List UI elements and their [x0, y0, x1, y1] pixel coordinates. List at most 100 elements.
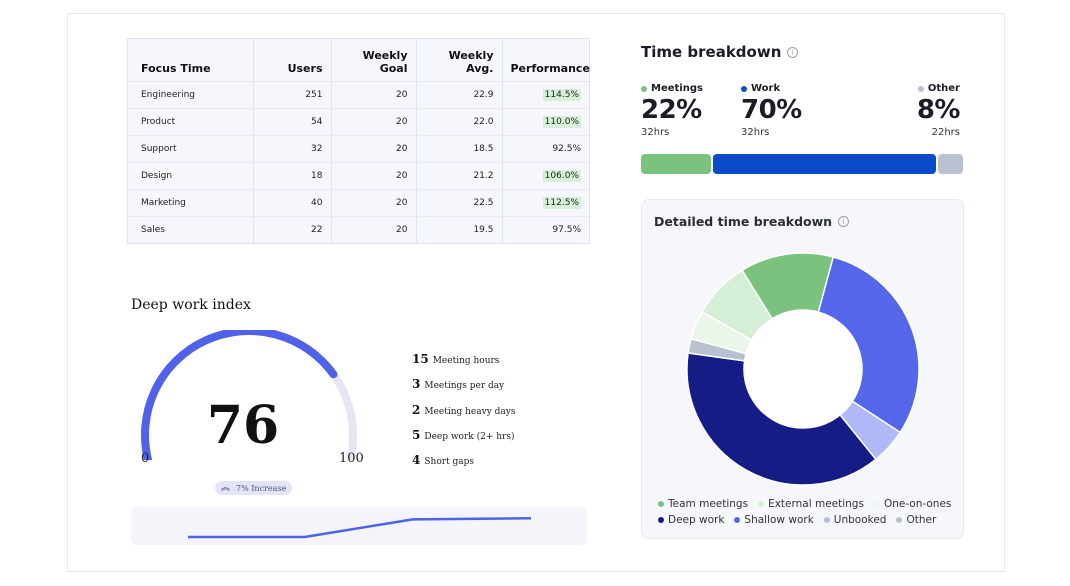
sparkline-line: [188, 517, 532, 539]
trend-sparkline-panel: [131, 507, 587, 545]
stat-value: 3: [412, 377, 421, 392]
legend-label: Shallow work: [744, 514, 814, 526]
detailed-breakdown-card: Detailed time breakdown i Team meetings E…: [641, 199, 964, 539]
legend-dot-icon: [658, 501, 664, 507]
column-header-users[interactable]: Users: [253, 39, 332, 82]
info-icon[interactable]: i: [838, 216, 850, 227]
team-cell: Engineering: [128, 81, 254, 109]
stat-label: Meeting heavy days: [424, 406, 516, 417]
breakdown-bar-other[interactable]: [937, 154, 963, 174]
column-header-performance[interactable]: Performance: [502, 39, 590, 82]
legend-item[interactable]: Deep work: [658, 514, 724, 526]
performance-cell: 97.5%: [552, 224, 581, 235]
column-header-weekly-goal[interactable]: Weekly Goal: [331, 39, 417, 82]
weekly-goal-cell: 20: [331, 216, 417, 243]
users-cell: 18: [253, 162, 332, 190]
breakdown-bar-meetings[interactable]: [641, 154, 711, 174]
stat-item: 4 Short gaps: [412, 453, 516, 478]
legend-label: Unbooked: [833, 514, 887, 526]
deep-work-score: 76: [206, 395, 280, 456]
table-row[interactable]: Support 32 20 18.5 92.5%: [128, 135, 589, 163]
weekly-avg-cell: 22.5: [416, 189, 503, 217]
table-row[interactable]: Marketing 40 20 22.5 112.5%: [128, 189, 589, 217]
deep-work-stats: 15 Meeting hours 3 Meetings per day 2 Meeti…: [412, 352, 516, 478]
legend-item[interactable]: Other: [896, 514, 936, 526]
weekly-goal-cell: 20: [331, 135, 417, 163]
stat-label: Short gaps: [424, 457, 475, 468]
detailed-breakdown-title: Detailed time breakdown i: [654, 214, 850, 229]
segment-meetings: Meetings 22% 32hrs: [641, 83, 703, 138]
legend-dot-icon: [896, 517, 903, 523]
weekly-avg-cell: 22.9: [416, 81, 503, 109]
stat-item: 3 Meetings per day: [412, 377, 516, 402]
performance-cell: 114.5%: [502, 81, 589, 109]
stat-value: 4: [412, 453, 421, 468]
donut-slice-external-meetings[interactable]: [701, 269, 774, 341]
performance-highlight: 110.0%: [542, 115, 581, 128]
users-cell: 40: [253, 189, 332, 217]
breakdown-bar-work[interactable]: [712, 154, 936, 174]
table-row[interactable]: Product 54 20 22.0 110.0%: [128, 108, 589, 136]
segment-percent: 22%: [641, 95, 702, 125]
users-cell: 22: [253, 216, 332, 243]
performance-cell: 106.0%: [502, 162, 589, 190]
segment-work: Work 70% 32hrs: [741, 83, 802, 138]
segment-label: Work: [751, 83, 781, 94]
team-cell: Support: [128, 135, 254, 163]
stat-value: 15: [412, 352, 429, 366]
legend-item[interactable]: Team meetings: [658, 498, 748, 510]
column-header-weekly-avg[interactable]: Weekly Avg.: [416, 39, 503, 82]
legend-item[interactable]: Shallow work: [734, 514, 814, 526]
performance-cell: 92.5%: [502, 135, 589, 163]
stat-value: 5: [412, 427, 421, 442]
segment-label: Meetings: [651, 83, 703, 94]
legend-item[interactable]: Unbooked: [823, 514, 887, 526]
weekly-goal-cell: 20: [331, 162, 417, 190]
segment-hours: 32hrs: [741, 127, 770, 138]
legend-item[interactable]: External meetings: [758, 498, 864, 510]
weekly-avg-cell: 19.5: [416, 216, 503, 243]
time-breakdown-title: Time breakdown i: [641, 43, 799, 61]
other-dot-icon: [917, 85, 924, 92]
legend-label: External meetings: [768, 498, 864, 510]
table-row[interactable]: Design 18 20 21.2 106.0%: [128, 162, 589, 190]
column-header-focus-time[interactable]: Focus Time: [128, 39, 254, 82]
weekly-avg-cell: 21.2: [416, 162, 503, 190]
stat-value: 2: [412, 402, 421, 417]
legend-label: Other: [906, 514, 937, 526]
legend-item[interactable]: One-on-ones: [873, 498, 952, 510]
detailed-breakdown-title-text: Detailed time breakdown: [654, 214, 833, 229]
stat-item: 2 Meeting heavy days: [412, 403, 516, 428]
stat-label: Deep work (2+ hrs): [424, 431, 515, 442]
donut-legend: Team meetings External meetings One-on-one…: [658, 498, 958, 526]
performance-highlight: 114.5%: [542, 88, 581, 101]
segment-label: Other: [927, 83, 960, 94]
table-row[interactable]: Sales 22 20 19.5 97.5%: [128, 216, 589, 243]
table-row[interactable]: Engineering 251 20 22.9 114.5%: [128, 81, 589, 109]
legend-dot-icon: [734, 517, 741, 523]
segment-other: Other 8% 22hrs: [916, 83, 961, 138]
segment-hours: 32hrs: [641, 127, 670, 138]
performance-cell: 112.5%: [502, 189, 589, 217]
donut-slice-shallow-work[interactable]: [817, 256, 920, 434]
donut-slice-deep-work[interactable]: [686, 352, 877, 486]
legend-label: One-on-ones: [883, 498, 952, 510]
weekly-goal-cell: 20: [331, 81, 417, 109]
team-cell: Design: [128, 162, 254, 190]
legend-dot-icon: [658, 517, 664, 523]
legend-label: Team meetings: [668, 498, 749, 510]
deep-work-gauge: [141, 330, 357, 460]
weekly-goal-cell: 20: [331, 189, 417, 217]
work-dot-icon: [741, 85, 747, 92]
team-cell: Marketing: [128, 189, 254, 217]
focus-time-table: Focus Time Users Weekly Goal Weekly Avg.…: [127, 38, 590, 244]
increase-badge: ︽ 7% Increase: [215, 481, 292, 495]
performance-highlight: 112.5%: [542, 196, 581, 209]
segment-percent: 8%: [916, 95, 961, 125]
gauge-max-label: 100: [339, 451, 364, 466]
info-icon[interactable]: i: [787, 46, 799, 58]
weekly-avg-cell: 22.0: [416, 108, 503, 136]
performance-highlight: 106.0%: [542, 169, 581, 182]
stat-item: 15 Meeting hours: [412, 352, 516, 377]
legend-dot-icon: [873, 501, 880, 507]
